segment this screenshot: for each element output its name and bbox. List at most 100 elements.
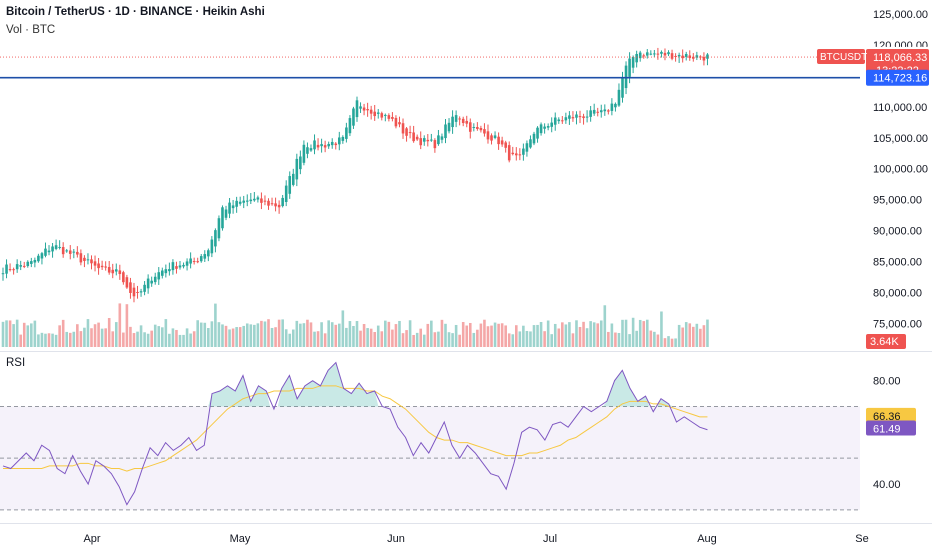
- candle-body: [677, 54, 681, 57]
- candle-body: [231, 205, 235, 209]
- volume-bar: [387, 321, 391, 347]
- candle-body: [44, 248, 47, 256]
- candle-body: [706, 54, 709, 59]
- candle-body: [585, 116, 589, 118]
- candle-body: [599, 110, 603, 113]
- volume-bar: [585, 328, 589, 347]
- candle-body: [486, 131, 490, 140]
- candle-body: [100, 265, 104, 268]
- candle-body: [178, 265, 182, 268]
- candle-body: [433, 140, 437, 149]
- volume-bar: [323, 333, 327, 347]
- volume-bar: [515, 325, 518, 347]
- candle-body: [30, 261, 33, 264]
- volume-bar: [553, 323, 557, 347]
- candle-body: [699, 56, 702, 58]
- candle-body: [617, 89, 621, 106]
- volume-bar: [670, 338, 674, 347]
- volume-bar: [192, 331, 196, 347]
- volume-bar: [47, 333, 51, 347]
- volume-bar: [277, 319, 281, 347]
- volume-bar: [384, 320, 387, 347]
- volume-bar: [405, 330, 408, 347]
- candle-body: [129, 282, 132, 293]
- rsi-overbought-fill: [602, 370, 650, 407]
- volume-bar: [391, 329, 394, 347]
- volume-bar: [536, 324, 539, 347]
- volume-bar: [355, 321, 359, 347]
- volume-bar: [164, 319, 168, 347]
- volume-bar: [54, 334, 58, 347]
- candle-body: [575, 114, 578, 118]
- candle-body: [444, 124, 447, 139]
- candle-body: [348, 118, 352, 134]
- volume-bar: [97, 322, 100, 347]
- volume-bar: [274, 327, 277, 347]
- volume-bar: [231, 328, 235, 347]
- candle-body: [242, 200, 246, 203]
- candle-body: [649, 53, 653, 55]
- candle-body: [681, 55, 684, 59]
- volume-bar: [348, 321, 352, 347]
- volume-bar: [125, 304, 129, 347]
- price-label-line-bg: [866, 69, 929, 86]
- candle-body: [345, 127, 348, 139]
- volume-bar: [688, 323, 692, 347]
- candle-body: [458, 118, 461, 120]
- volume-bar: [440, 319, 444, 347]
- candle-body: [440, 136, 444, 140]
- candle-body: [118, 270, 122, 275]
- price-axis-tick-label: 90,000.00: [873, 226, 922, 238]
- volume-bar: [621, 319, 624, 347]
- volume-bar: [645, 319, 649, 347]
- candle-body: [437, 135, 440, 145]
- volume-bar: [217, 322, 221, 347]
- volume-bar: [245, 323, 249, 347]
- volume-bar: [334, 324, 338, 347]
- volume-bar: [504, 325, 507, 347]
- candle-body: [476, 127, 479, 129]
- volume-bar: [242, 325, 246, 347]
- volume-bar: [681, 327, 684, 347]
- candle-body: [291, 173, 295, 185]
- candle-body: [384, 114, 387, 116]
- candle-body: [40, 253, 44, 259]
- candle-body: [380, 113, 384, 118]
- volume-bar: [695, 323, 699, 347]
- candle-body: [684, 53, 688, 57]
- volume-bar: [306, 319, 309, 347]
- volume-bar: [522, 325, 525, 347]
- candle-body: [603, 109, 607, 112]
- candle-body: [302, 144, 306, 163]
- candle-body: [79, 253, 83, 263]
- candle-body: [656, 53, 660, 55]
- volume-bar: [114, 322, 118, 347]
- volume-bar: [433, 332, 437, 347]
- volume-bar: [373, 331, 376, 347]
- volume-bar: [472, 332, 476, 347]
- candle-body: [12, 269, 15, 271]
- volume-bar: [692, 326, 695, 347]
- candle-body: [589, 110, 592, 117]
- candle-body: [568, 115, 571, 119]
- volume-bar: [270, 327, 274, 347]
- candle-body: [561, 120, 564, 122]
- volume-bar: [1, 321, 5, 347]
- candle-body: [65, 250, 69, 252]
- candle-body: [146, 278, 150, 289]
- candle-body: [454, 115, 458, 122]
- candle-body: [26, 261, 30, 267]
- volume-bar: [684, 322, 688, 347]
- volume-bar: [76, 324, 79, 347]
- volume-bar: [447, 332, 451, 347]
- volume-bar: [451, 333, 454, 347]
- volume-bar: [207, 328, 210, 347]
- price-axis-tick-label: 105,000.00: [873, 133, 928, 145]
- volume-bar: [58, 325, 61, 347]
- candle-body: [702, 56, 706, 61]
- candle-body: [295, 158, 299, 180]
- volume-bar: [638, 319, 642, 347]
- volume-bar: [291, 329, 295, 347]
- candle-body: [249, 199, 253, 202]
